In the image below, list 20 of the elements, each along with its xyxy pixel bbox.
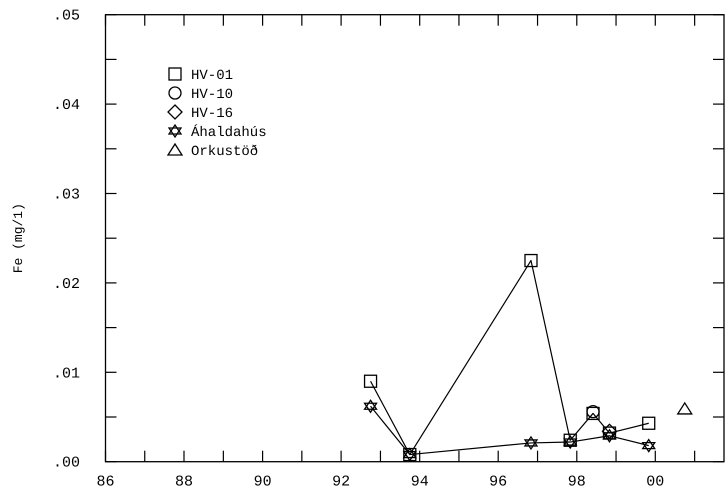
legend-label: HV-10 bbox=[191, 87, 234, 103]
x-tick-label: 86 bbox=[96, 474, 115, 491]
x-tick-label: 98 bbox=[568, 474, 586, 491]
x-tick-label: 96 bbox=[489, 474, 508, 491]
y-tick-label: .00 bbox=[52, 454, 80, 472]
y-tick-label: .01 bbox=[52, 365, 80, 382]
y-axis-title: Fe (mg/1) bbox=[11, 203, 26, 274]
legend-label: HV-01 bbox=[191, 68, 234, 84]
y-tick-label: .04 bbox=[52, 97, 80, 114]
y-tick-label: .03 bbox=[52, 186, 80, 204]
legend-label: Orkustöð bbox=[191, 144, 258, 160]
x-tick-label: 88 bbox=[174, 474, 194, 491]
y-tick-label: .02 bbox=[52, 276, 80, 293]
y-tick-label: .05 bbox=[52, 8, 80, 25]
legend-label: Áhaldahús bbox=[191, 124, 267, 141]
x-tick-label: 00 bbox=[646, 474, 664, 491]
x-tick-label: 90 bbox=[254, 474, 272, 491]
legend-label: HV-16 bbox=[191, 106, 234, 122]
x-tick-label: 92 bbox=[332, 474, 350, 491]
x-tick-label: 94 bbox=[410, 474, 429, 491]
